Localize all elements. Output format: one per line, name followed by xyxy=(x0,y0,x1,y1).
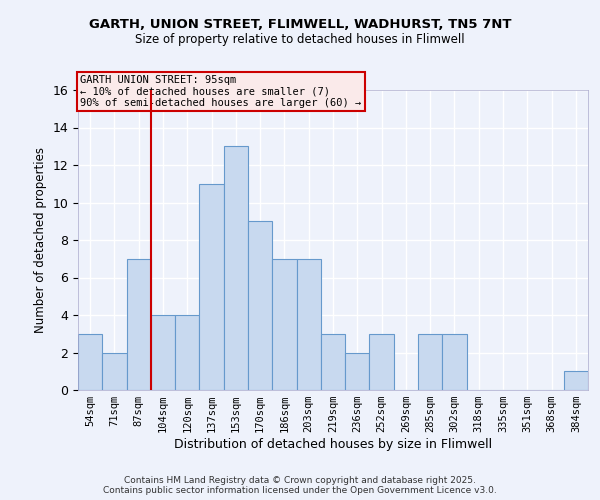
Bar xyxy=(272,259,296,390)
Bar xyxy=(370,334,394,390)
Bar xyxy=(175,315,199,390)
Bar xyxy=(102,352,127,390)
Bar xyxy=(418,334,442,390)
Text: GARTH UNION STREET: 95sqm
← 10% of detached houses are smaller (7)
90% of semi-d: GARTH UNION STREET: 95sqm ← 10% of detac… xyxy=(80,75,362,108)
Bar xyxy=(199,184,224,390)
Bar xyxy=(127,259,151,390)
Bar xyxy=(564,371,588,390)
Bar xyxy=(296,259,321,390)
Bar xyxy=(442,334,467,390)
Text: Size of property relative to detached houses in Flimwell: Size of property relative to detached ho… xyxy=(135,32,465,46)
Bar xyxy=(345,352,370,390)
Text: Contains HM Land Registry data © Crown copyright and database right 2025.
Contai: Contains HM Land Registry data © Crown c… xyxy=(103,476,497,495)
Bar xyxy=(224,146,248,390)
Bar xyxy=(321,334,345,390)
Text: GARTH, UNION STREET, FLIMWELL, WADHURST, TN5 7NT: GARTH, UNION STREET, FLIMWELL, WADHURST,… xyxy=(89,18,511,30)
Bar xyxy=(78,334,102,390)
X-axis label: Distribution of detached houses by size in Flimwell: Distribution of detached houses by size … xyxy=(174,438,492,451)
Bar xyxy=(151,315,175,390)
Bar xyxy=(248,221,272,390)
Y-axis label: Number of detached properties: Number of detached properties xyxy=(34,147,47,333)
